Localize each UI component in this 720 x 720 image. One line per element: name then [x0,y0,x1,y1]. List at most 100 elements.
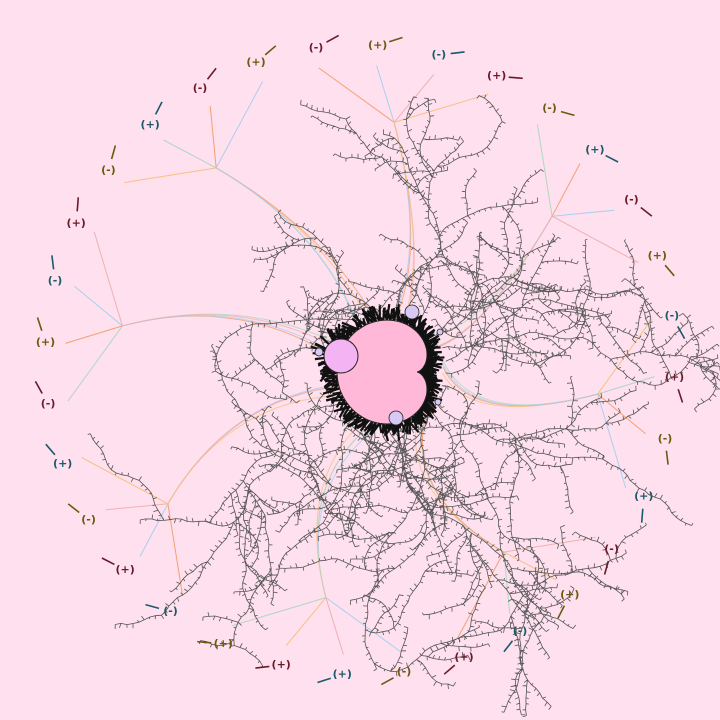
minor-bulb [388,410,404,426]
label-stem [206,67,217,80]
label: (+) [272,658,291,671]
label: (-) [163,605,178,618]
label-stem [677,326,686,340]
label-stem [154,101,163,115]
link-line [74,285,123,327]
label: (-) [658,432,673,445]
minor-bulb [314,347,324,357]
label: (-) [431,48,446,61]
label-stem [326,34,340,43]
link-line [393,93,489,123]
label: (-) [101,164,116,177]
link-line [139,503,169,557]
link-line [552,209,615,217]
label: (+) [214,637,233,650]
link-line [376,65,395,123]
label: (-) [513,624,528,637]
link-line [597,393,627,489]
link-line [318,67,395,123]
label: (-) [81,513,96,526]
label: (-) [397,665,412,678]
label: (+) [585,143,604,156]
label: (+) [634,490,653,503]
label-stem [45,443,56,456]
link-line [325,597,402,653]
label: (+) [141,118,160,131]
label-stem [255,665,270,669]
link-line [209,105,217,168]
link-line [93,231,123,327]
link-line [163,139,217,169]
label-stem [503,640,514,653]
label-stem [317,677,332,684]
label: (-) [48,274,63,287]
link-line [393,74,435,123]
period-2-bulb [323,338,359,374]
label: (+) [368,39,387,52]
link-line [215,81,264,169]
label: (-) [604,543,619,556]
link-line [597,393,646,435]
label-stem [664,264,675,277]
label: (+) [648,249,667,262]
link-line [65,325,123,344]
label: (+) [560,588,579,601]
label-stem [640,206,653,217]
label-stem [110,145,117,160]
label-stem [603,560,610,575]
label-stem [76,197,80,212]
minor-bulb [434,398,442,406]
label: (-) [665,309,680,322]
label-stem [145,603,160,610]
label: (+) [53,457,72,470]
dendrite-filaments [87,94,720,718]
link-line [105,503,168,511]
link-line [285,597,327,646]
link-line [167,503,184,596]
label: (-) [624,193,639,206]
link-line [325,597,344,655]
label: (-) [309,41,324,54]
label-stem [388,36,403,43]
label-stem [677,388,684,403]
label: (+) [454,650,473,663]
label-stem [443,664,456,675]
label: (-) [41,397,56,410]
link-curve [393,122,415,322]
labels: (-) (+) (-) (+) (-) (+) (-) (+) (-) (+) (-) (+) (-) (… [34,34,686,686]
link-line [503,536,596,553]
label-stem [264,45,277,56]
label: (+) [246,56,265,69]
label-stem [36,317,43,332]
link-line [536,124,553,217]
label: (+) [487,69,506,82]
core [314,304,444,426]
link-curve [215,167,364,339]
label-stem [51,255,55,270]
label-stem [34,380,43,394]
label: (+) [665,371,684,384]
label: (+) [36,335,55,348]
label: (-) [542,101,557,114]
link-line [597,376,655,395]
label: (-) [193,82,208,95]
label-stem [560,110,575,117]
label-stem [67,503,80,514]
link-line [81,456,169,505]
minor-bulb [436,328,444,336]
label-stem [640,508,644,523]
label-stem [101,557,115,566]
label: (+) [333,668,352,681]
link-line [503,551,557,581]
label-stem [557,605,566,619]
label-stem [380,677,394,686]
link-line [231,597,327,627]
label-stem [197,640,212,644]
link-line [551,215,639,264]
label: (+) [115,563,134,576]
label-stem [605,154,619,163]
minor-bulb [404,304,420,320]
link-line [551,163,581,217]
